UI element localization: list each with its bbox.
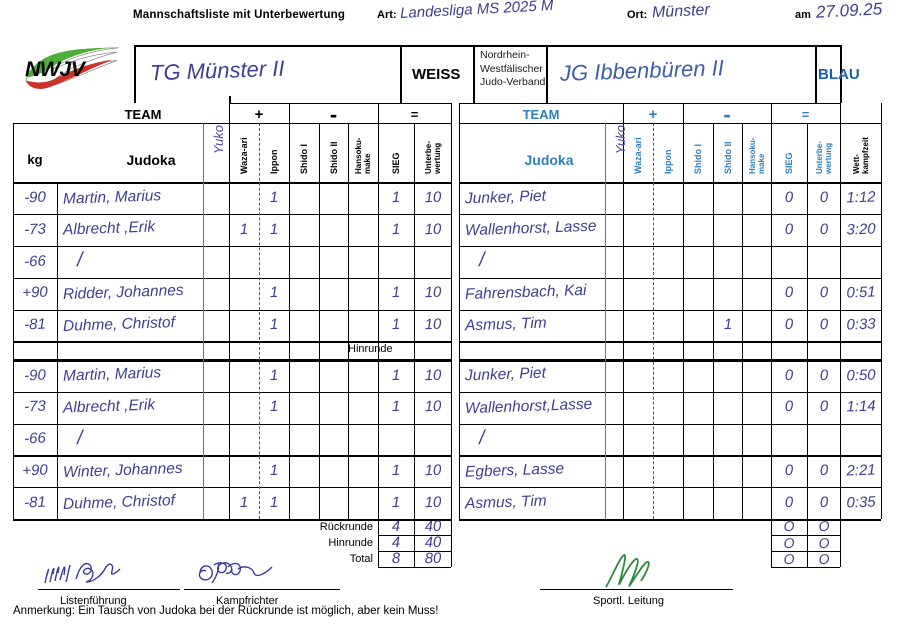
svg-text:NWJV: NWJV (25, 57, 87, 81)
